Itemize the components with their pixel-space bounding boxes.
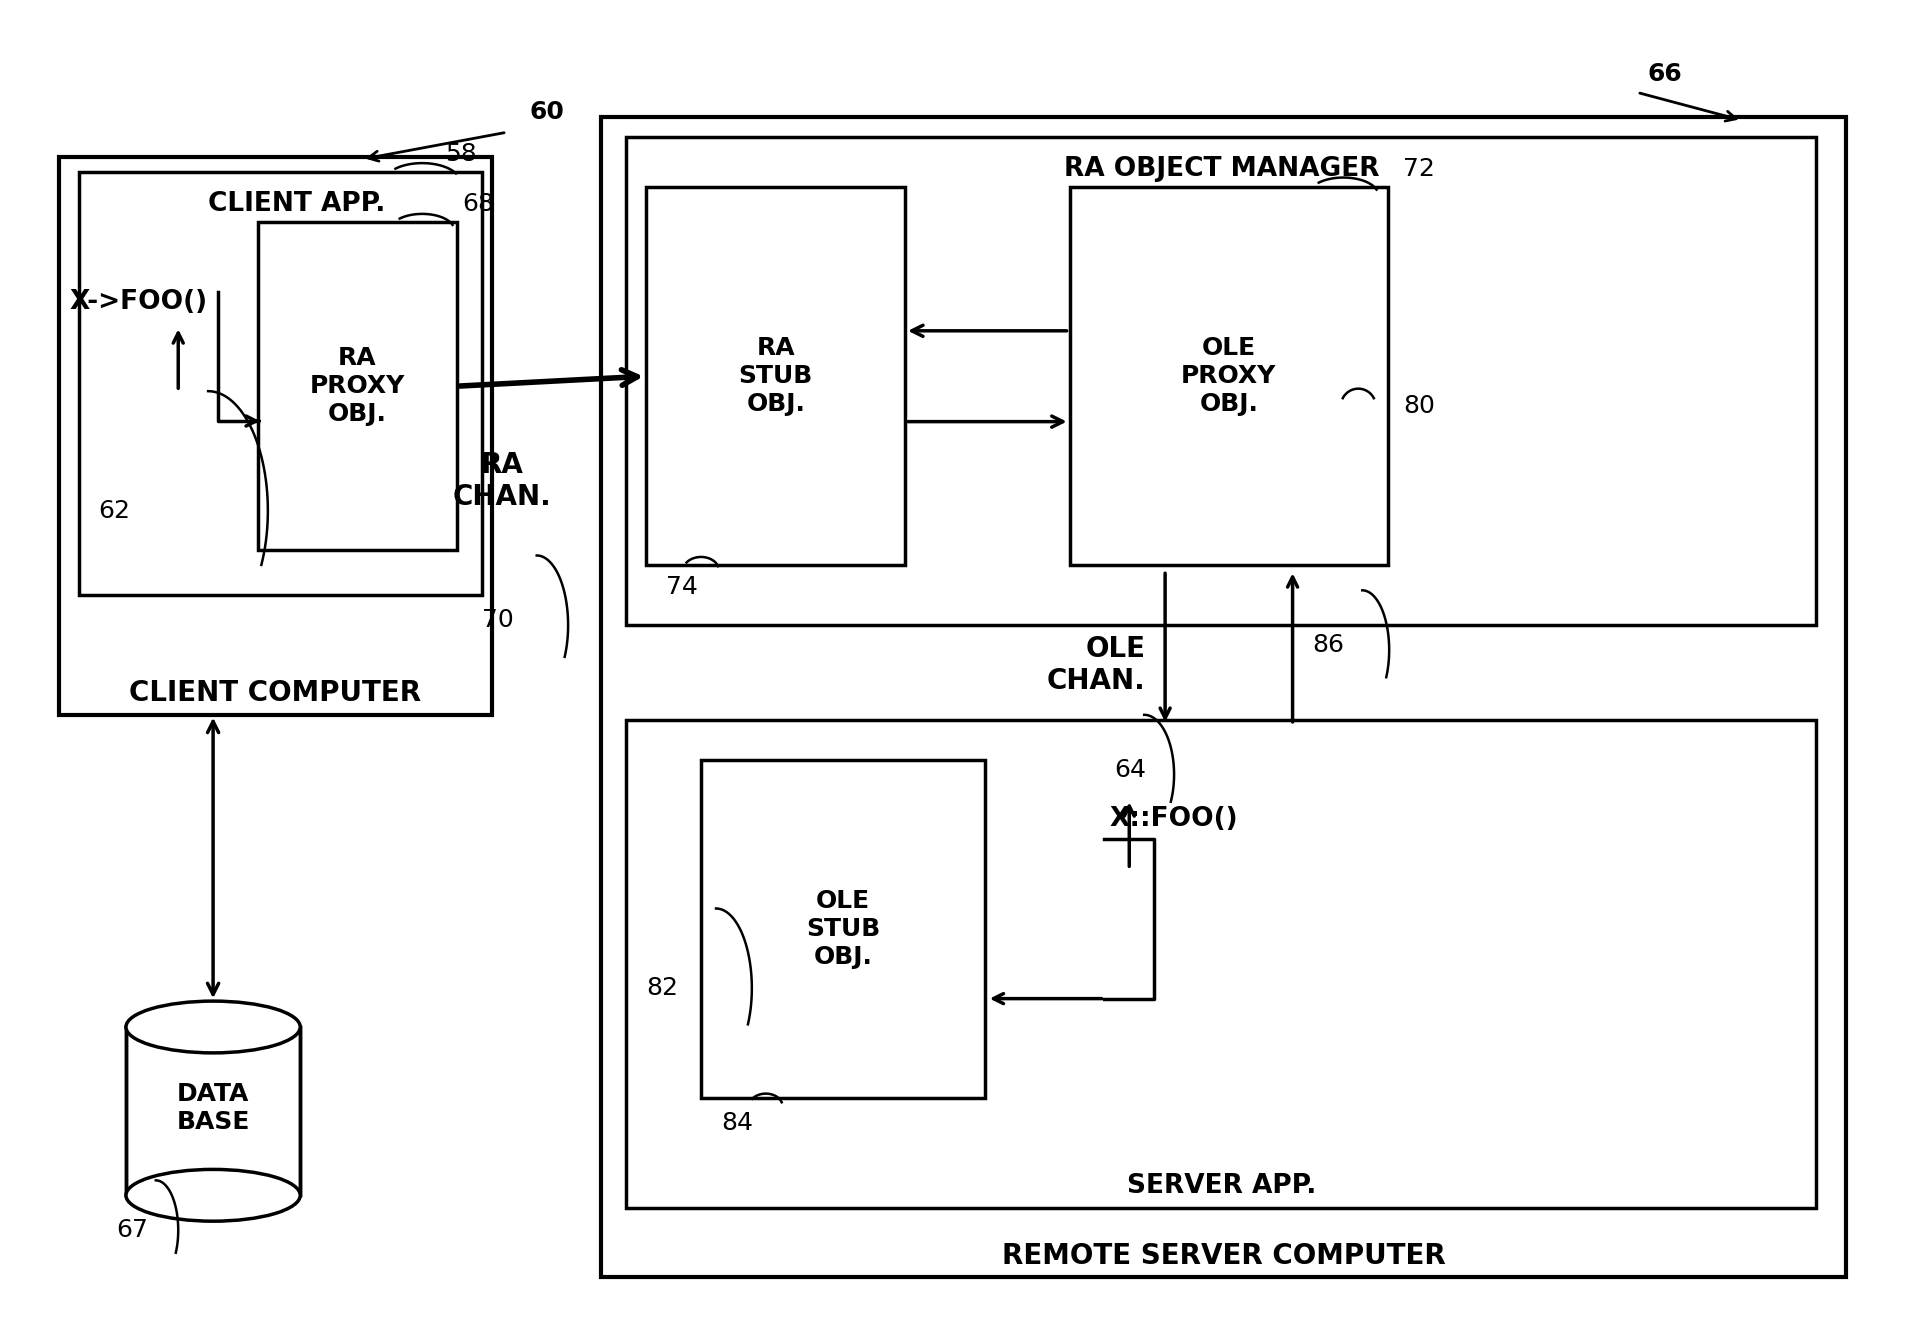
Text: 67: 67 bbox=[116, 1218, 149, 1242]
Text: 68: 68 bbox=[461, 192, 493, 216]
Text: 74: 74 bbox=[667, 575, 697, 599]
Text: 80: 80 bbox=[1402, 394, 1434, 418]
Text: X->FOO(): X->FOO() bbox=[69, 288, 208, 315]
Bar bbox=[701, 760, 985, 1099]
Text: X::FOO(): X::FOO() bbox=[1109, 806, 1238, 832]
Bar bbox=[59, 158, 491, 714]
Bar bbox=[1069, 187, 1387, 566]
Bar bbox=[257, 222, 457, 550]
Bar bbox=[78, 172, 482, 595]
Text: 70: 70 bbox=[482, 609, 514, 633]
Text: 58: 58 bbox=[446, 142, 476, 166]
Text: 66: 66 bbox=[1646, 63, 1680, 87]
Text: RA OBJECT MANAGER: RA OBJECT MANAGER bbox=[1063, 156, 1379, 182]
Bar bbox=[646, 187, 905, 566]
Text: 60: 60 bbox=[530, 100, 564, 124]
Bar bbox=[126, 1027, 301, 1195]
Text: 64: 64 bbox=[1114, 757, 1145, 781]
Bar bbox=[627, 138, 1815, 625]
Bar bbox=[627, 720, 1815, 1208]
Text: CLIENT COMPUTER: CLIENT COMPUTER bbox=[130, 680, 421, 708]
Text: SERVER APP.: SERVER APP. bbox=[1126, 1173, 1314, 1199]
Text: 86: 86 bbox=[1313, 633, 1343, 657]
Ellipse shape bbox=[126, 1001, 301, 1053]
Text: RA
CHAN.: RA CHAN. bbox=[451, 451, 551, 511]
Text: CLIENT APP.: CLIENT APP. bbox=[208, 191, 385, 216]
Text: 72: 72 bbox=[1402, 158, 1434, 182]
Bar bbox=[602, 117, 1846, 1278]
Text: RA
STUB
OBJ.: RA STUB OBJ. bbox=[739, 336, 812, 417]
Text: OLE
STUB
OBJ.: OLE STUB OBJ. bbox=[806, 889, 880, 969]
Text: OLE
CHAN.: OLE CHAN. bbox=[1046, 635, 1145, 696]
Text: DATA
BASE: DATA BASE bbox=[177, 1083, 250, 1133]
Text: 82: 82 bbox=[646, 976, 678, 1000]
Text: OLE
PROXY
OBJ.: OLE PROXY OBJ. bbox=[1181, 336, 1276, 417]
Text: REMOTE SERVER COMPUTER: REMOTE SERVER COMPUTER bbox=[1002, 1242, 1446, 1270]
Text: RA
PROXY
OBJ.: RA PROXY OBJ. bbox=[311, 346, 406, 426]
Text: 62: 62 bbox=[99, 499, 131, 523]
Ellipse shape bbox=[126, 1169, 301, 1222]
Text: 84: 84 bbox=[720, 1111, 752, 1135]
